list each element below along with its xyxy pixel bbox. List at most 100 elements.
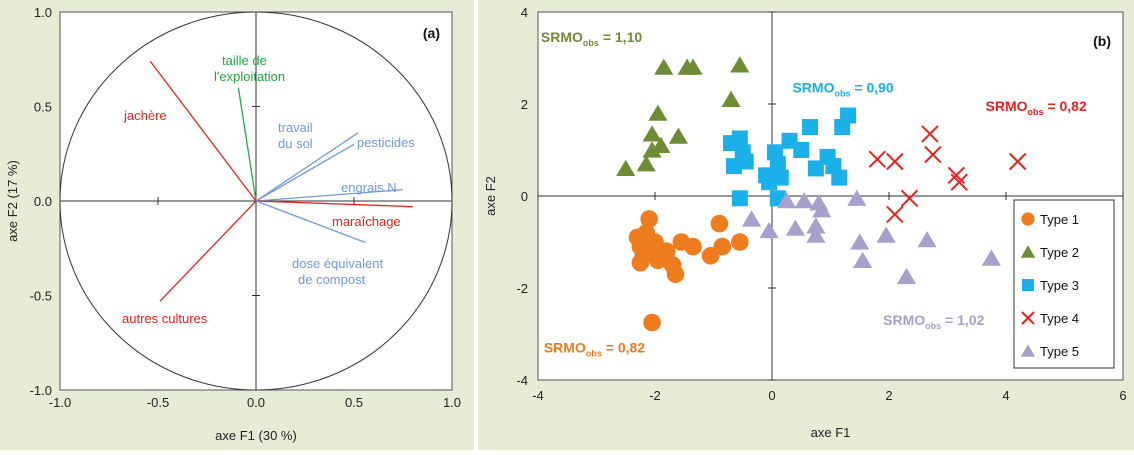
y-tick-label: -4	[516, 373, 528, 388]
data-point	[730, 56, 750, 73]
x-tick-label: -4	[532, 388, 544, 403]
loading-vector-line	[255, 132, 359, 202]
data-point	[806, 226, 826, 243]
data-point	[853, 251, 873, 268]
legend-marker	[1020, 344, 1036, 357]
series-type-3	[723, 107, 857, 207]
data-point	[769, 155, 786, 172]
data-point	[731, 233, 749, 251]
data-point	[950, 173, 968, 191]
data-point	[831, 169, 848, 186]
loading-vector-line	[255, 200, 366, 244]
data-point	[710, 214, 729, 233]
data-point	[713, 237, 732, 256]
variable-label: l'exploitation	[214, 69, 285, 84]
y-tick-label: 0.0	[34, 194, 52, 209]
data-point	[731, 190, 748, 207]
x-tick-label: 6	[1119, 388, 1126, 403]
loading-vector-line	[237, 87, 257, 202]
data-point	[896, 267, 917, 285]
data-point	[807, 160, 824, 177]
data-point	[777, 192, 797, 209]
y-tick-label: -1.0	[30, 383, 52, 398]
loading-vector-line	[159, 200, 257, 302]
data-point	[847, 189, 867, 206]
legend-marker	[1021, 212, 1035, 226]
variable-label: engrais N	[341, 180, 397, 195]
data-point	[981, 249, 1001, 266]
srmo-annotation: SRMOobs = 0,82	[544, 339, 645, 358]
data-point	[666, 265, 685, 284]
data-point	[683, 58, 703, 75]
y-axis-title: axe F2	[483, 176, 498, 216]
x-tick-label: 0	[768, 388, 775, 403]
data-point	[761, 174, 778, 191]
series-type-5	[741, 189, 1001, 285]
loading-vector-line	[255, 143, 355, 202]
y-tick-label: 0	[521, 189, 528, 204]
x-tick-label: -2	[649, 388, 661, 403]
x-axis-title: axe F1	[811, 425, 851, 440]
variable-label: maraîchage	[332, 214, 401, 229]
variable-label: du sol	[278, 136, 313, 151]
x-tick-label: -0.5	[147, 395, 169, 410]
x-tick-label: 1.0	[443, 395, 461, 410]
y-tick-label: 1.0	[34, 5, 52, 20]
cross-stroke	[1021, 311, 1035, 325]
cross-stroke	[924, 145, 942, 164]
loading-vector-line	[255, 189, 404, 202]
data-point	[616, 159, 636, 176]
y-tick-label: -2	[516, 281, 528, 296]
y-tick-label: 2	[521, 97, 528, 112]
panel-b-scatter-plot: -4 -2 0 2 4 6 4 2 0 -2 -4 axe F1 axe F2 (b) SRMOobs = …	[483, 5, 1127, 440]
data-point	[812, 201, 832, 218]
data-point	[631, 253, 650, 272]
data-point	[868, 150, 887, 168]
srmo-annotation: SRMOobs = 1,02	[883, 312, 984, 331]
data-point	[642, 141, 662, 158]
data-point	[636, 155, 656, 172]
variable-label: de compost	[298, 272, 366, 287]
data-point	[793, 142, 810, 158]
x-tick-label: -1.0	[49, 395, 71, 410]
y-tick-label: -0.5	[30, 289, 52, 304]
x-tick-label: 0.5	[345, 395, 363, 410]
loading-vector-line	[149, 60, 257, 202]
cross-stroke	[1008, 152, 1027, 171]
variable-label: pesticides	[357, 135, 415, 150]
legend-marker	[1021, 311, 1035, 325]
cross-stroke	[921, 125, 939, 143]
legend-label: Type 1	[1040, 212, 1079, 227]
x-axis-title: axe F1 (30 %)	[215, 428, 297, 443]
data-point	[648, 104, 668, 121]
data-point	[649, 251, 667, 270]
data-point	[921, 125, 939, 143]
data-point	[840, 107, 857, 124]
loading-vector-line	[255, 200, 413, 208]
data-point	[917, 231, 937, 248]
variable-label: travail	[278, 120, 313, 135]
cross-stroke	[950, 173, 968, 191]
variable-label: taille de	[222, 53, 267, 68]
data-point	[721, 90, 741, 107]
panel-label: (a)	[423, 25, 440, 41]
legend-marker	[1020, 245, 1036, 258]
panel-a-correlation-circle: -1.0 -0.5 0.0 0.5 1.0 1.0 0.5 0.0 -0.5 -1.0 axe F1…	[5, 5, 461, 443]
data-point	[924, 145, 942, 164]
y-tick-label: 0.5	[34, 100, 52, 115]
data-point	[737, 153, 754, 170]
legend-label: Type 5	[1040, 344, 1079, 359]
cross-stroke	[947, 166, 965, 185]
cross-stroke	[886, 205, 904, 224]
y-axis-title: axe F2 (17 %)	[5, 160, 20, 242]
data-point	[886, 205, 904, 224]
legend-label: Type 4	[1040, 311, 1079, 326]
data-point	[806, 217, 826, 234]
data-point	[684, 237, 702, 256]
data-point	[876, 226, 896, 243]
data-point	[794, 192, 814, 209]
x-tick-label: 4	[1002, 388, 1009, 403]
x-tick-label: 0.0	[247, 395, 265, 410]
srmo-annotation: SRMOobs = 0,90	[792, 80, 893, 99]
